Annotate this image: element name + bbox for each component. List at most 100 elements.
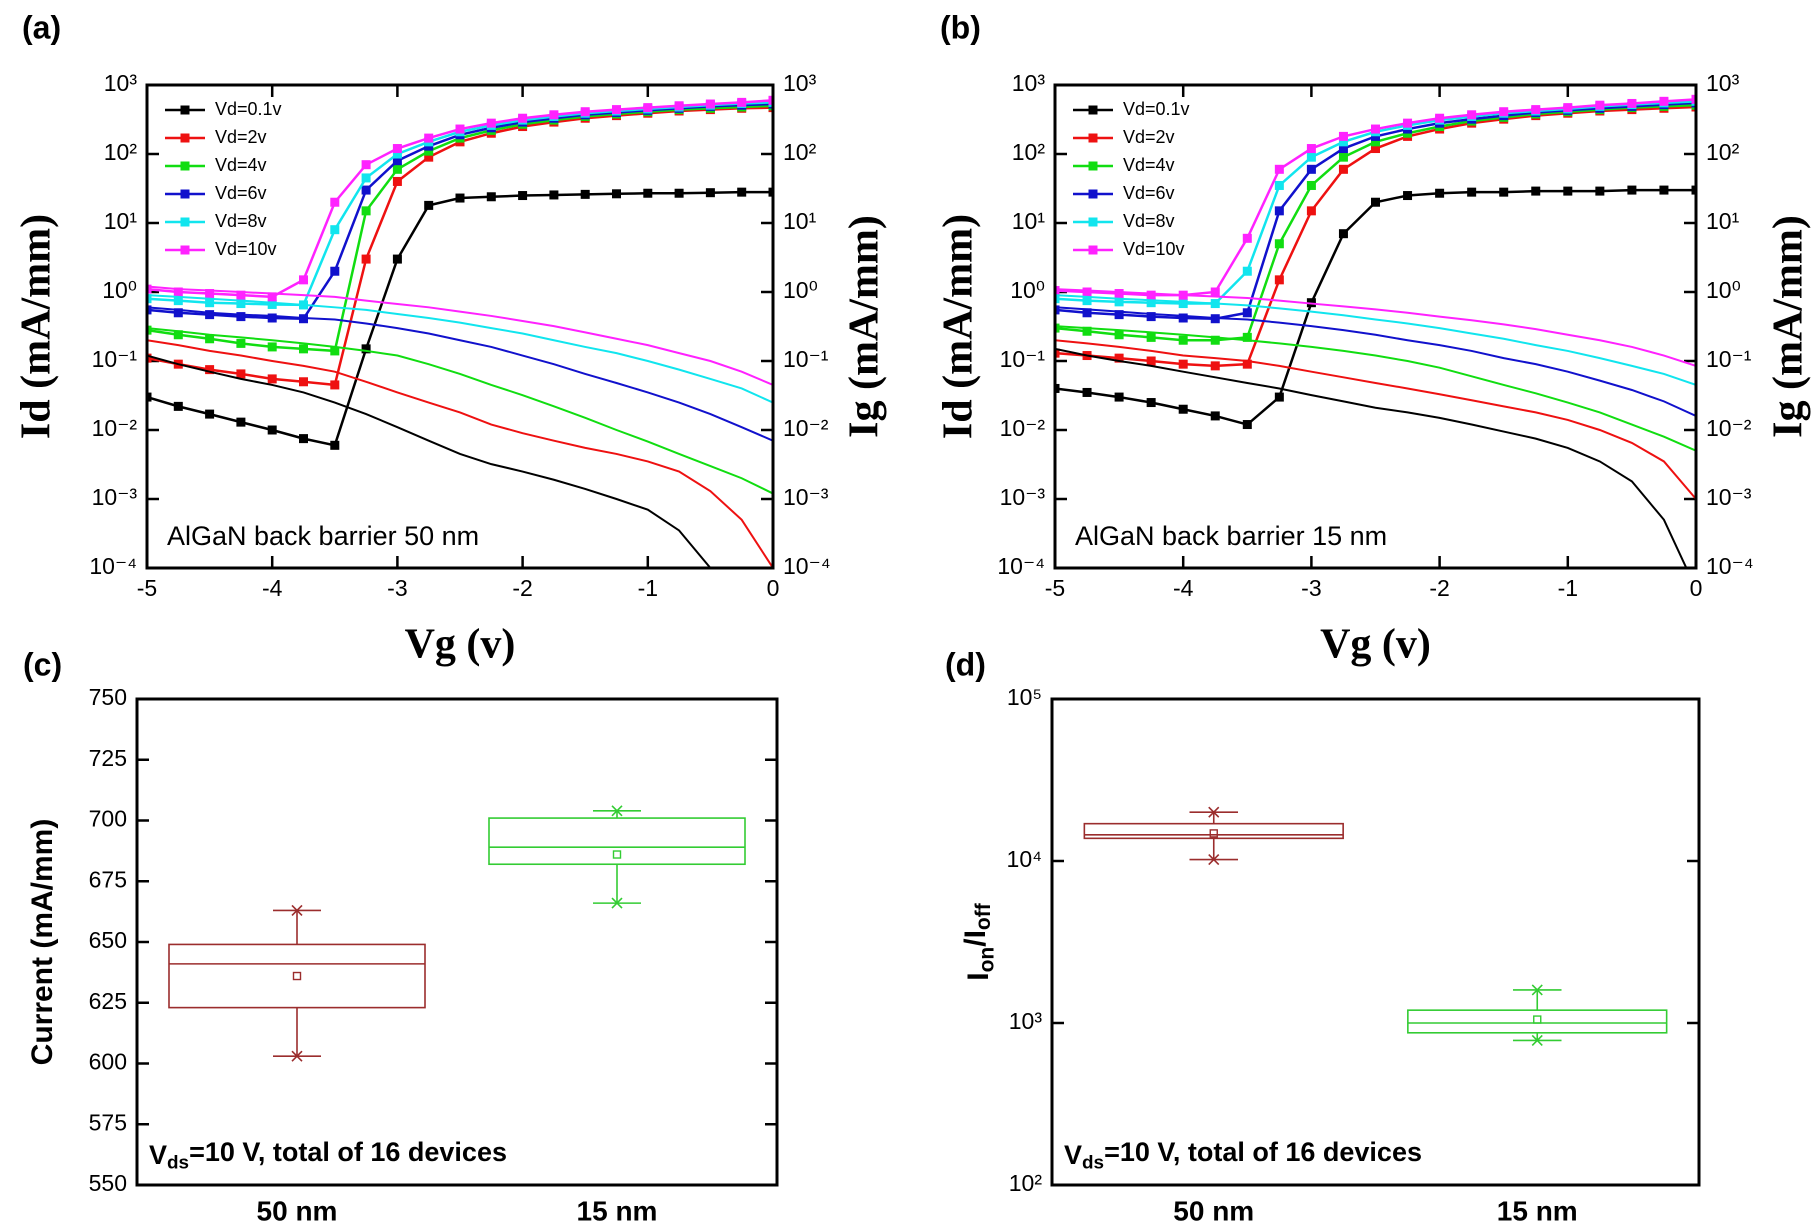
y-tick-label: 10⁻¹ bbox=[1000, 346, 1046, 372]
marker bbox=[1467, 110, 1477, 120]
marker bbox=[705, 99, 715, 109]
marker bbox=[1563, 103, 1573, 113]
marker bbox=[768, 95, 773, 105]
marker bbox=[518, 191, 528, 201]
series-line bbox=[147, 327, 773, 495]
marker bbox=[236, 299, 246, 309]
marker bbox=[205, 289, 215, 299]
marker bbox=[1114, 289, 1124, 299]
extreme-marker bbox=[1208, 854, 1220, 866]
y2-tick-label: 10² bbox=[1706, 139, 1740, 165]
y2-tick-label: 10⁻² bbox=[1706, 415, 1752, 441]
marker bbox=[1242, 266, 1252, 276]
y-tick-label: 10² bbox=[104, 139, 138, 165]
legend-label: Vd=0.1v bbox=[215, 99, 282, 119]
legend-marker bbox=[1088, 245, 1098, 255]
marker bbox=[737, 97, 747, 107]
marker bbox=[1659, 96, 1669, 106]
marker bbox=[299, 275, 308, 285]
marker bbox=[1306, 152, 1316, 162]
annotation: AlGaN back barrier 15 nm bbox=[1075, 521, 1387, 551]
marker bbox=[1435, 188, 1445, 198]
y-tick-label: 10⁰ bbox=[1010, 277, 1045, 303]
marker bbox=[236, 338, 246, 348]
marker bbox=[361, 254, 371, 264]
box bbox=[1407, 1009, 1668, 1034]
marker bbox=[147, 294, 152, 304]
marker bbox=[330, 197, 340, 207]
plot-frame bbox=[1053, 83, 1698, 570]
marker bbox=[147, 284, 152, 294]
y-tick-label: 600 bbox=[89, 1049, 127, 1075]
marker bbox=[674, 101, 684, 111]
marker bbox=[1178, 313, 1188, 323]
plot-frame bbox=[145, 83, 775, 570]
marker bbox=[1178, 359, 1188, 369]
marker bbox=[1055, 348, 1060, 358]
marker bbox=[455, 124, 465, 134]
marker bbox=[205, 310, 215, 320]
x-tick-label: -2 bbox=[512, 575, 532, 601]
x-tick-label: 15 nm bbox=[577, 1195, 658, 1226]
legend-label: Vd=10v bbox=[215, 239, 277, 259]
x-tick-label: 0 bbox=[767, 575, 780, 601]
marker bbox=[1274, 392, 1284, 402]
marker bbox=[1274, 275, 1284, 285]
marker bbox=[1371, 131, 1380, 141]
y-tick-label: 10³ bbox=[104, 70, 138, 96]
y-axis-title: Current (mA/mm) bbox=[26, 819, 59, 1066]
marker bbox=[643, 188, 653, 198]
plot-area bbox=[147, 95, 773, 568]
marker bbox=[236, 417, 246, 427]
y-tick-label: 10⁻³ bbox=[92, 484, 138, 510]
y-tick-label: 725 bbox=[89, 745, 127, 771]
marker bbox=[361, 173, 371, 183]
extreme-marker bbox=[1531, 1034, 1543, 1047]
annotation-part: =10 V, total of 16 devices bbox=[1104, 1137, 1422, 1167]
marker bbox=[674, 188, 684, 198]
marker bbox=[1338, 229, 1348, 239]
y-axis-title-part: /I bbox=[959, 930, 992, 947]
y2-tick-label: 10⁻³ bbox=[1706, 484, 1752, 510]
series-line bbox=[147, 354, 712, 568]
y2-tick-label: 10⁻¹ bbox=[1706, 346, 1752, 372]
marker bbox=[1595, 100, 1605, 110]
marker bbox=[236, 290, 246, 300]
legend-label: Vd=10v bbox=[1123, 239, 1185, 259]
marker bbox=[1659, 185, 1669, 195]
y2-tick-label: 10¹ bbox=[783, 208, 817, 234]
marker bbox=[267, 425, 277, 435]
marker bbox=[330, 380, 340, 390]
x-tick-label: -4 bbox=[1173, 575, 1194, 601]
marker bbox=[267, 342, 277, 352]
marker bbox=[330, 266, 340, 276]
x-tick-label: -1 bbox=[638, 575, 658, 601]
marker bbox=[768, 187, 773, 197]
legend-label: Vd=4v bbox=[215, 155, 267, 175]
marker bbox=[1146, 398, 1156, 408]
y2-axis-title: Ig (mA/mm) bbox=[842, 215, 888, 438]
marker bbox=[361, 185, 371, 195]
marker bbox=[1178, 335, 1188, 345]
marker bbox=[1371, 144, 1380, 154]
plot-area bbox=[1055, 94, 1696, 568]
marker bbox=[1371, 137, 1380, 147]
y2-tick-label: 10⁻² bbox=[783, 415, 829, 441]
marker bbox=[299, 434, 308, 444]
mean-marker bbox=[612, 850, 622, 859]
x-tick-label: 15 nm bbox=[1497, 1195, 1578, 1226]
legend-marker bbox=[180, 189, 190, 199]
y-tick-label: 10⁻⁴ bbox=[997, 553, 1045, 579]
extreme-marker bbox=[291, 1050, 303, 1062]
marker bbox=[1403, 191, 1413, 201]
marker bbox=[1338, 164, 1348, 174]
extreme-marker bbox=[611, 897, 623, 909]
y-tick-label: 10⁴ bbox=[1007, 846, 1042, 872]
x-axis-title: Vg (v) bbox=[1320, 622, 1431, 668]
marker bbox=[1114, 392, 1124, 402]
marker bbox=[518, 113, 528, 123]
mean-marker bbox=[292, 971, 302, 981]
marker bbox=[1114, 310, 1124, 320]
marker bbox=[1338, 152, 1348, 162]
marker bbox=[173, 330, 183, 340]
